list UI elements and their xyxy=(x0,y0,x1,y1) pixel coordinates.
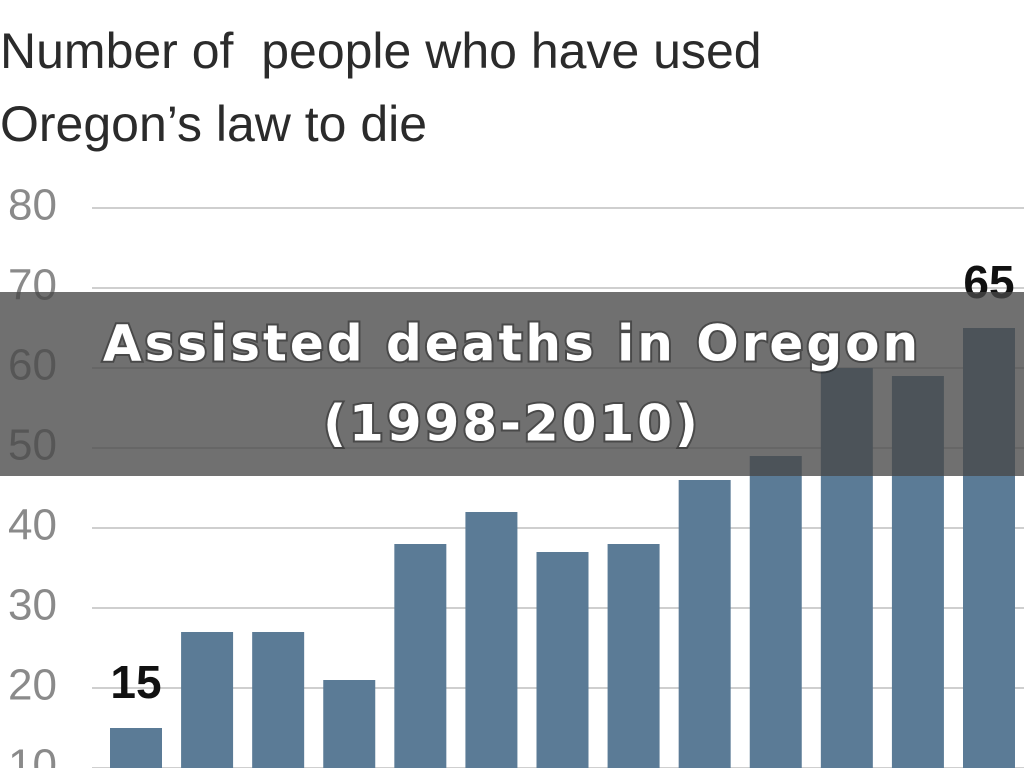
slide-title-line: (1998-2010) xyxy=(323,395,701,453)
value-label: 15 xyxy=(110,656,161,708)
bar xyxy=(749,456,802,768)
bar xyxy=(607,544,660,768)
chart-title-line: Oregon’s law to die xyxy=(0,96,427,152)
bar xyxy=(110,728,162,768)
bar xyxy=(678,480,731,768)
y-tick-label: 20 xyxy=(8,661,57,710)
y-tick-label: 10 xyxy=(8,741,57,768)
slide-title-line: Assisted deaths in Oregon xyxy=(103,315,921,373)
bar xyxy=(394,544,447,768)
y-tick-label: 30 xyxy=(8,581,57,630)
y-tick-label: 80 xyxy=(8,181,57,230)
bar xyxy=(181,632,234,768)
bar xyxy=(536,552,589,768)
overlay-band xyxy=(0,292,1024,476)
bar xyxy=(252,632,305,768)
bar xyxy=(465,512,518,768)
y-tick-label: 40 xyxy=(8,501,57,550)
chart-title-line: Number of people who have used xyxy=(0,23,762,79)
slide-overlay: Assisted deaths in Oregon (1998-2010) xyxy=(0,292,1024,476)
bar xyxy=(323,680,376,768)
